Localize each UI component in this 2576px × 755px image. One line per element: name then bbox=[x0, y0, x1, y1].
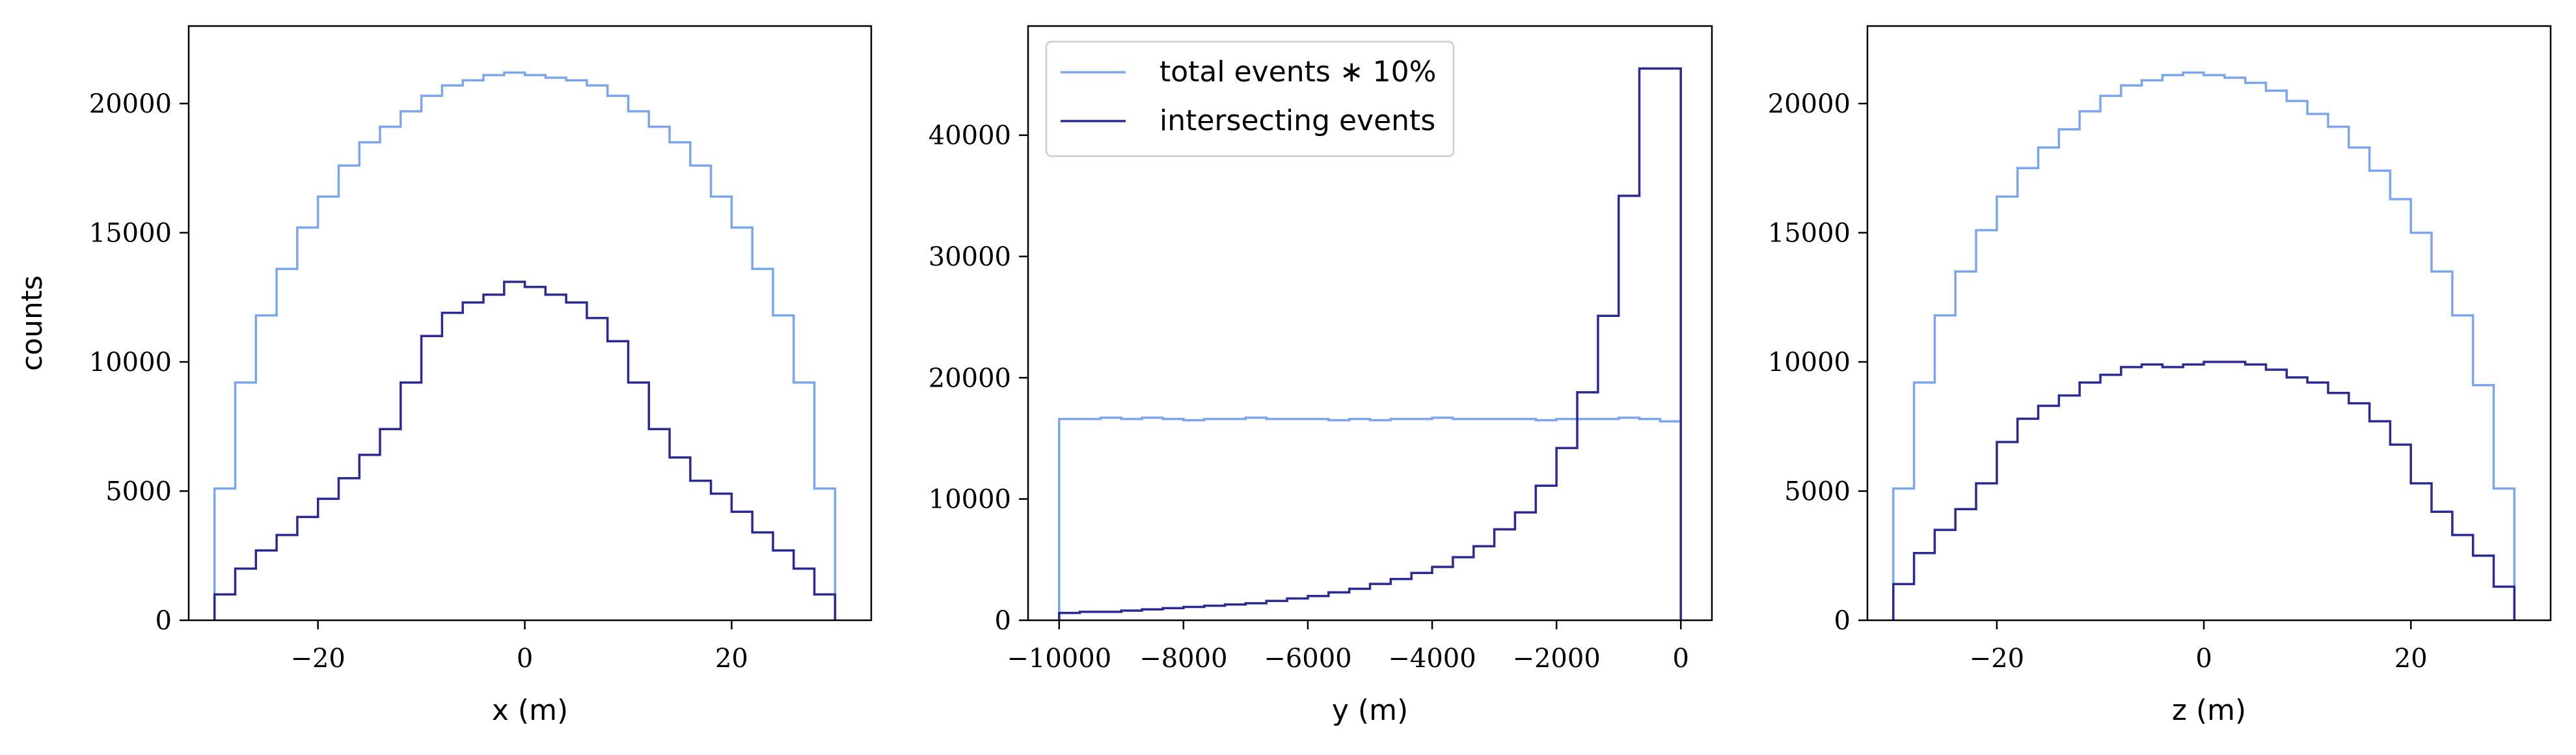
y-tick-label: 20000 bbox=[1768, 89, 1851, 119]
intersecting-events-series bbox=[213, 281, 837, 620]
x-tick-label: −20 bbox=[1970, 644, 2024, 674]
x-tick-label: 20 bbox=[715, 644, 748, 674]
axes-frame bbox=[1027, 25, 1713, 622]
y-tick-label: 15000 bbox=[1768, 219, 1851, 249]
x-tick-label: −10000 bbox=[1007, 644, 1111, 674]
x-tick-label: −6000 bbox=[1264, 644, 1351, 674]
y-tick-label: 10000 bbox=[1768, 348, 1851, 378]
y-tick-label: 20000 bbox=[929, 363, 1011, 393]
x-axis-label: z (m) bbox=[2172, 694, 2246, 727]
legend: total events ∗ 10% intersecting events bbox=[1045, 40, 1455, 158]
total-events-series bbox=[1892, 71, 2516, 620]
intersecting-events-series bbox=[1892, 361, 2516, 620]
x-tick-label: −2000 bbox=[1512, 644, 1600, 674]
x-histogram-panel: −20 0 20 0 5000 10000 15000 20000 x (m) counts bbox=[16, 25, 873, 727]
x-tick-label: 20 bbox=[2394, 644, 2428, 674]
y-tick-label: 0 bbox=[1834, 606, 1851, 636]
y-tick-label: 10000 bbox=[89, 348, 172, 378]
total-events-series bbox=[1058, 417, 1682, 620]
x-tick-label: −4000 bbox=[1388, 644, 1476, 674]
y-tick-label: 10000 bbox=[929, 485, 1011, 515]
y-axis-label: counts bbox=[16, 275, 49, 371]
y-tick-label: 0 bbox=[156, 606, 172, 636]
y-tick-label: 5000 bbox=[105, 477, 172, 507]
z-histogram-panel: −20 0 20 0 5000 10000 15000 20000 z (m) bbox=[1768, 25, 2552, 727]
legend-intersecting-label: intersecting events bbox=[1159, 104, 1435, 137]
y-tick-label: 40000 bbox=[929, 121, 1011, 151]
legend-total-label: total events ∗ 10% bbox=[1159, 55, 1436, 89]
axes-frame bbox=[187, 25, 873, 622]
x-tick-label: 0 bbox=[517, 644, 533, 674]
legend-frame bbox=[1045, 40, 1455, 158]
y-tick-label: 5000 bbox=[1784, 477, 1851, 507]
y-histogram-panel: −10000 −8000 −6000 −4000 −2000 0 0 10000 20000 30… bbox=[929, 25, 1713, 727]
y-tick-label: 0 bbox=[995, 606, 1011, 636]
x-axis-label: x (m) bbox=[492, 694, 568, 727]
axes-frame bbox=[1866, 25, 2552, 622]
x-tick-label: 0 bbox=[1673, 644, 1689, 674]
y-tick-label: 15000 bbox=[89, 219, 172, 249]
y-tick-label: 30000 bbox=[929, 242, 1011, 272]
x-tick-label: −20 bbox=[290, 644, 345, 674]
x-tick-label: −8000 bbox=[1139, 644, 1227, 674]
y-tick-label: 20000 bbox=[89, 89, 172, 119]
intersecting-events-series bbox=[1058, 67, 1682, 620]
total-events-series bbox=[213, 71, 837, 620]
x-tick-label: 0 bbox=[2195, 644, 2212, 674]
x-axis-label: y (m) bbox=[1332, 694, 1408, 727]
